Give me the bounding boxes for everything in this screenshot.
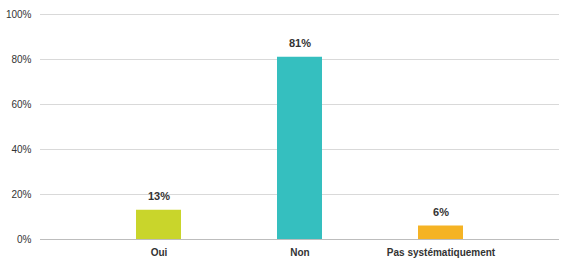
svg-text:81%: 81% [289, 37, 311, 49]
svg-text:Pas systématiquement: Pas systématiquement [387, 247, 496, 258]
svg-text:Non: Non [290, 247, 309, 258]
svg-text:60%: 60% [11, 99, 31, 110]
svg-text:100%: 100% [6, 9, 32, 20]
svg-text:0%: 0% [17, 234, 32, 245]
svg-text:40%: 40% [11, 144, 31, 155]
svg-text:Oui: Oui [151, 247, 168, 258]
svg-text:13%: 13% [148, 190, 170, 202]
svg-text:80%: 80% [11, 54, 31, 65]
svg-text:6%: 6% [433, 206, 449, 218]
svg-text:20%: 20% [11, 189, 31, 200]
